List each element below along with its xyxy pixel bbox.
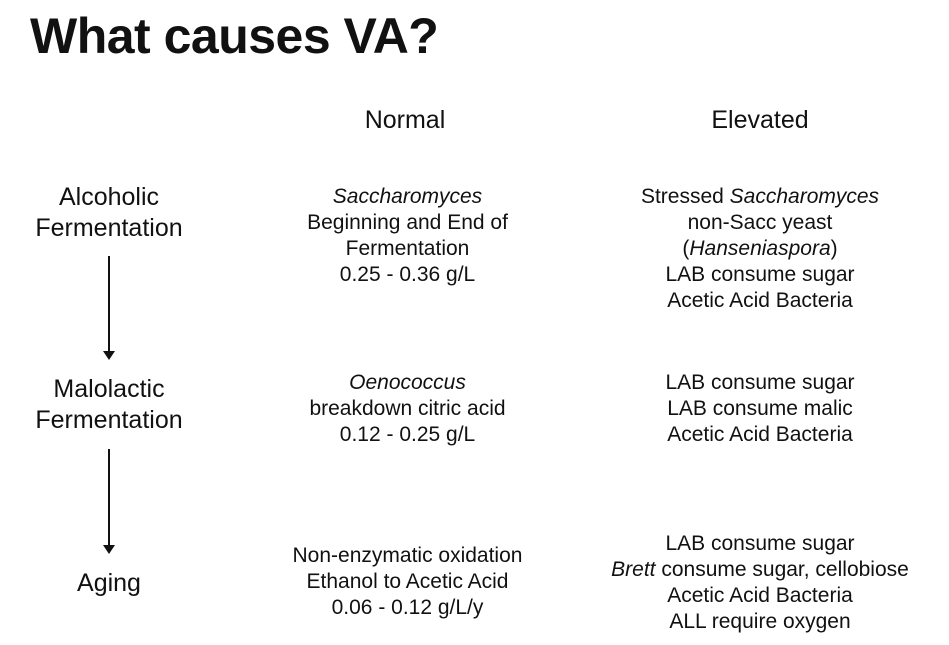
column-header-elevated: Elevated [711, 106, 809, 134]
cell-line: Stressed Saccharomyces [585, 184, 935, 210]
cell-line: Brett consume sugar, cellobiose [585, 557, 935, 583]
cell-line: LAB consume malic [585, 396, 935, 422]
cell-line: 0.06 - 0.12 g/L/y [250, 595, 565, 621]
normal-cell-malolactic: Oenococcus breakdown citric acid 0.12 - 0.… [250, 370, 565, 448]
text-run: Beginning and End of [307, 211, 508, 234]
italic-term: Brett [611, 558, 656, 581]
column-header-normal: Normal [364, 106, 446, 134]
cell-line: non-Sacc yeast [585, 210, 935, 236]
text-run: LAB consume malic [667, 397, 853, 420]
cell-line: Acetic Acid Bacteria [585, 422, 935, 448]
text-run: LAB consume sugar [665, 371, 855, 394]
stage-label-malolactic-fermentation: Malolactic Fermentation [0, 374, 218, 436]
text-run: LAB consume sugar [665, 532, 855, 555]
elevated-cell-alcoholic: Stressed Saccharomyces non-Sacc yeast (Han… [585, 184, 935, 314]
stage-label-line: Malolactic [53, 375, 165, 403]
cell-line: LAB consume sugar [585, 370, 935, 396]
stage-label-alcoholic-fermentation: Alcoholic Fermentation [0, 182, 218, 244]
text-run: ) [830, 237, 838, 260]
text-run: Stressed [640, 185, 730, 208]
stage-label-line: Alcoholic [58, 183, 160, 211]
text-run: Non-enzymatic oxidation [292, 544, 523, 567]
italic-term: Oenococcus [349, 371, 466, 394]
text-run: non-Sacc yeast [687, 211, 833, 234]
cell-line: Beginning and End of [250, 210, 565, 236]
text-run: breakdown citric acid [309, 397, 506, 420]
down-arrow-icon [103, 256, 115, 360]
elevated-cell-malolactic: LAB consume sugar LAB consume malic Acetic… [585, 370, 935, 448]
cell-line: Saccharomyces [250, 184, 565, 210]
stage-label-line: Aging [77, 569, 141, 597]
text-run: consume sugar, cellobiose [655, 558, 909, 581]
text-run: Acetic Acid Bacteria [667, 289, 853, 312]
text-run: Fermentation [345, 237, 470, 260]
down-arrow-icon [103, 449, 115, 554]
text-run: 0.25 - 0.36 g/L [339, 263, 476, 286]
text-run: LAB consume sugar [665, 263, 855, 286]
cell-line: (Hanseniaspora) [585, 236, 935, 262]
text-run: Ethanol to Acetic Acid [306, 570, 509, 593]
cell-line: Acetic Acid Bacteria [585, 288, 935, 314]
cell-line: 0.12 - 0.25 g/L [250, 422, 565, 448]
cell-line: Fermentation [250, 236, 565, 262]
italic-term: Hanseniaspora [689, 237, 831, 260]
cell-line: Oenococcus [250, 370, 565, 396]
text-run: 0.12 - 0.25 g/L [339, 423, 476, 446]
text-run: ALL require oxygen [669, 610, 851, 633]
cell-line: 0.25 - 0.36 g/L [250, 262, 565, 288]
text-run: Acetic Acid Bacteria [667, 584, 853, 607]
normal-cell-alcoholic: Saccharomyces Beginning and End of Ferment… [250, 184, 565, 288]
cell-line: ALL require oxygen [585, 609, 935, 635]
stage-label-line: Fermentation [35, 406, 183, 434]
slide-title: What causes VA? [30, 8, 439, 64]
normal-cell-aging: Non-enzymatic oxidation Ethanol to Acetic… [250, 543, 565, 621]
cell-line: Acetic Acid Bacteria [585, 583, 935, 609]
cell-line: Non-enzymatic oxidation [250, 543, 565, 569]
text-run: 0.06 - 0.12 g/L/y [331, 596, 484, 619]
stage-label-line: Fermentation [35, 214, 183, 242]
cell-line: LAB consume sugar [585, 531, 935, 557]
cell-line: Ethanol to Acetic Acid [250, 569, 565, 595]
cell-line: LAB consume sugar [585, 262, 935, 288]
italic-term: Saccharomyces [332, 185, 483, 208]
italic-term: Saccharomyces [729, 185, 880, 208]
stage-label-aging: Aging [0, 568, 218, 599]
elevated-cell-aging: LAB consume sugar Brett consume sugar, ce… [585, 531, 935, 635]
cell-line: breakdown citric acid [250, 396, 565, 422]
text-run: Acetic Acid Bacteria [667, 423, 853, 446]
text-run: ( [682, 237, 690, 260]
